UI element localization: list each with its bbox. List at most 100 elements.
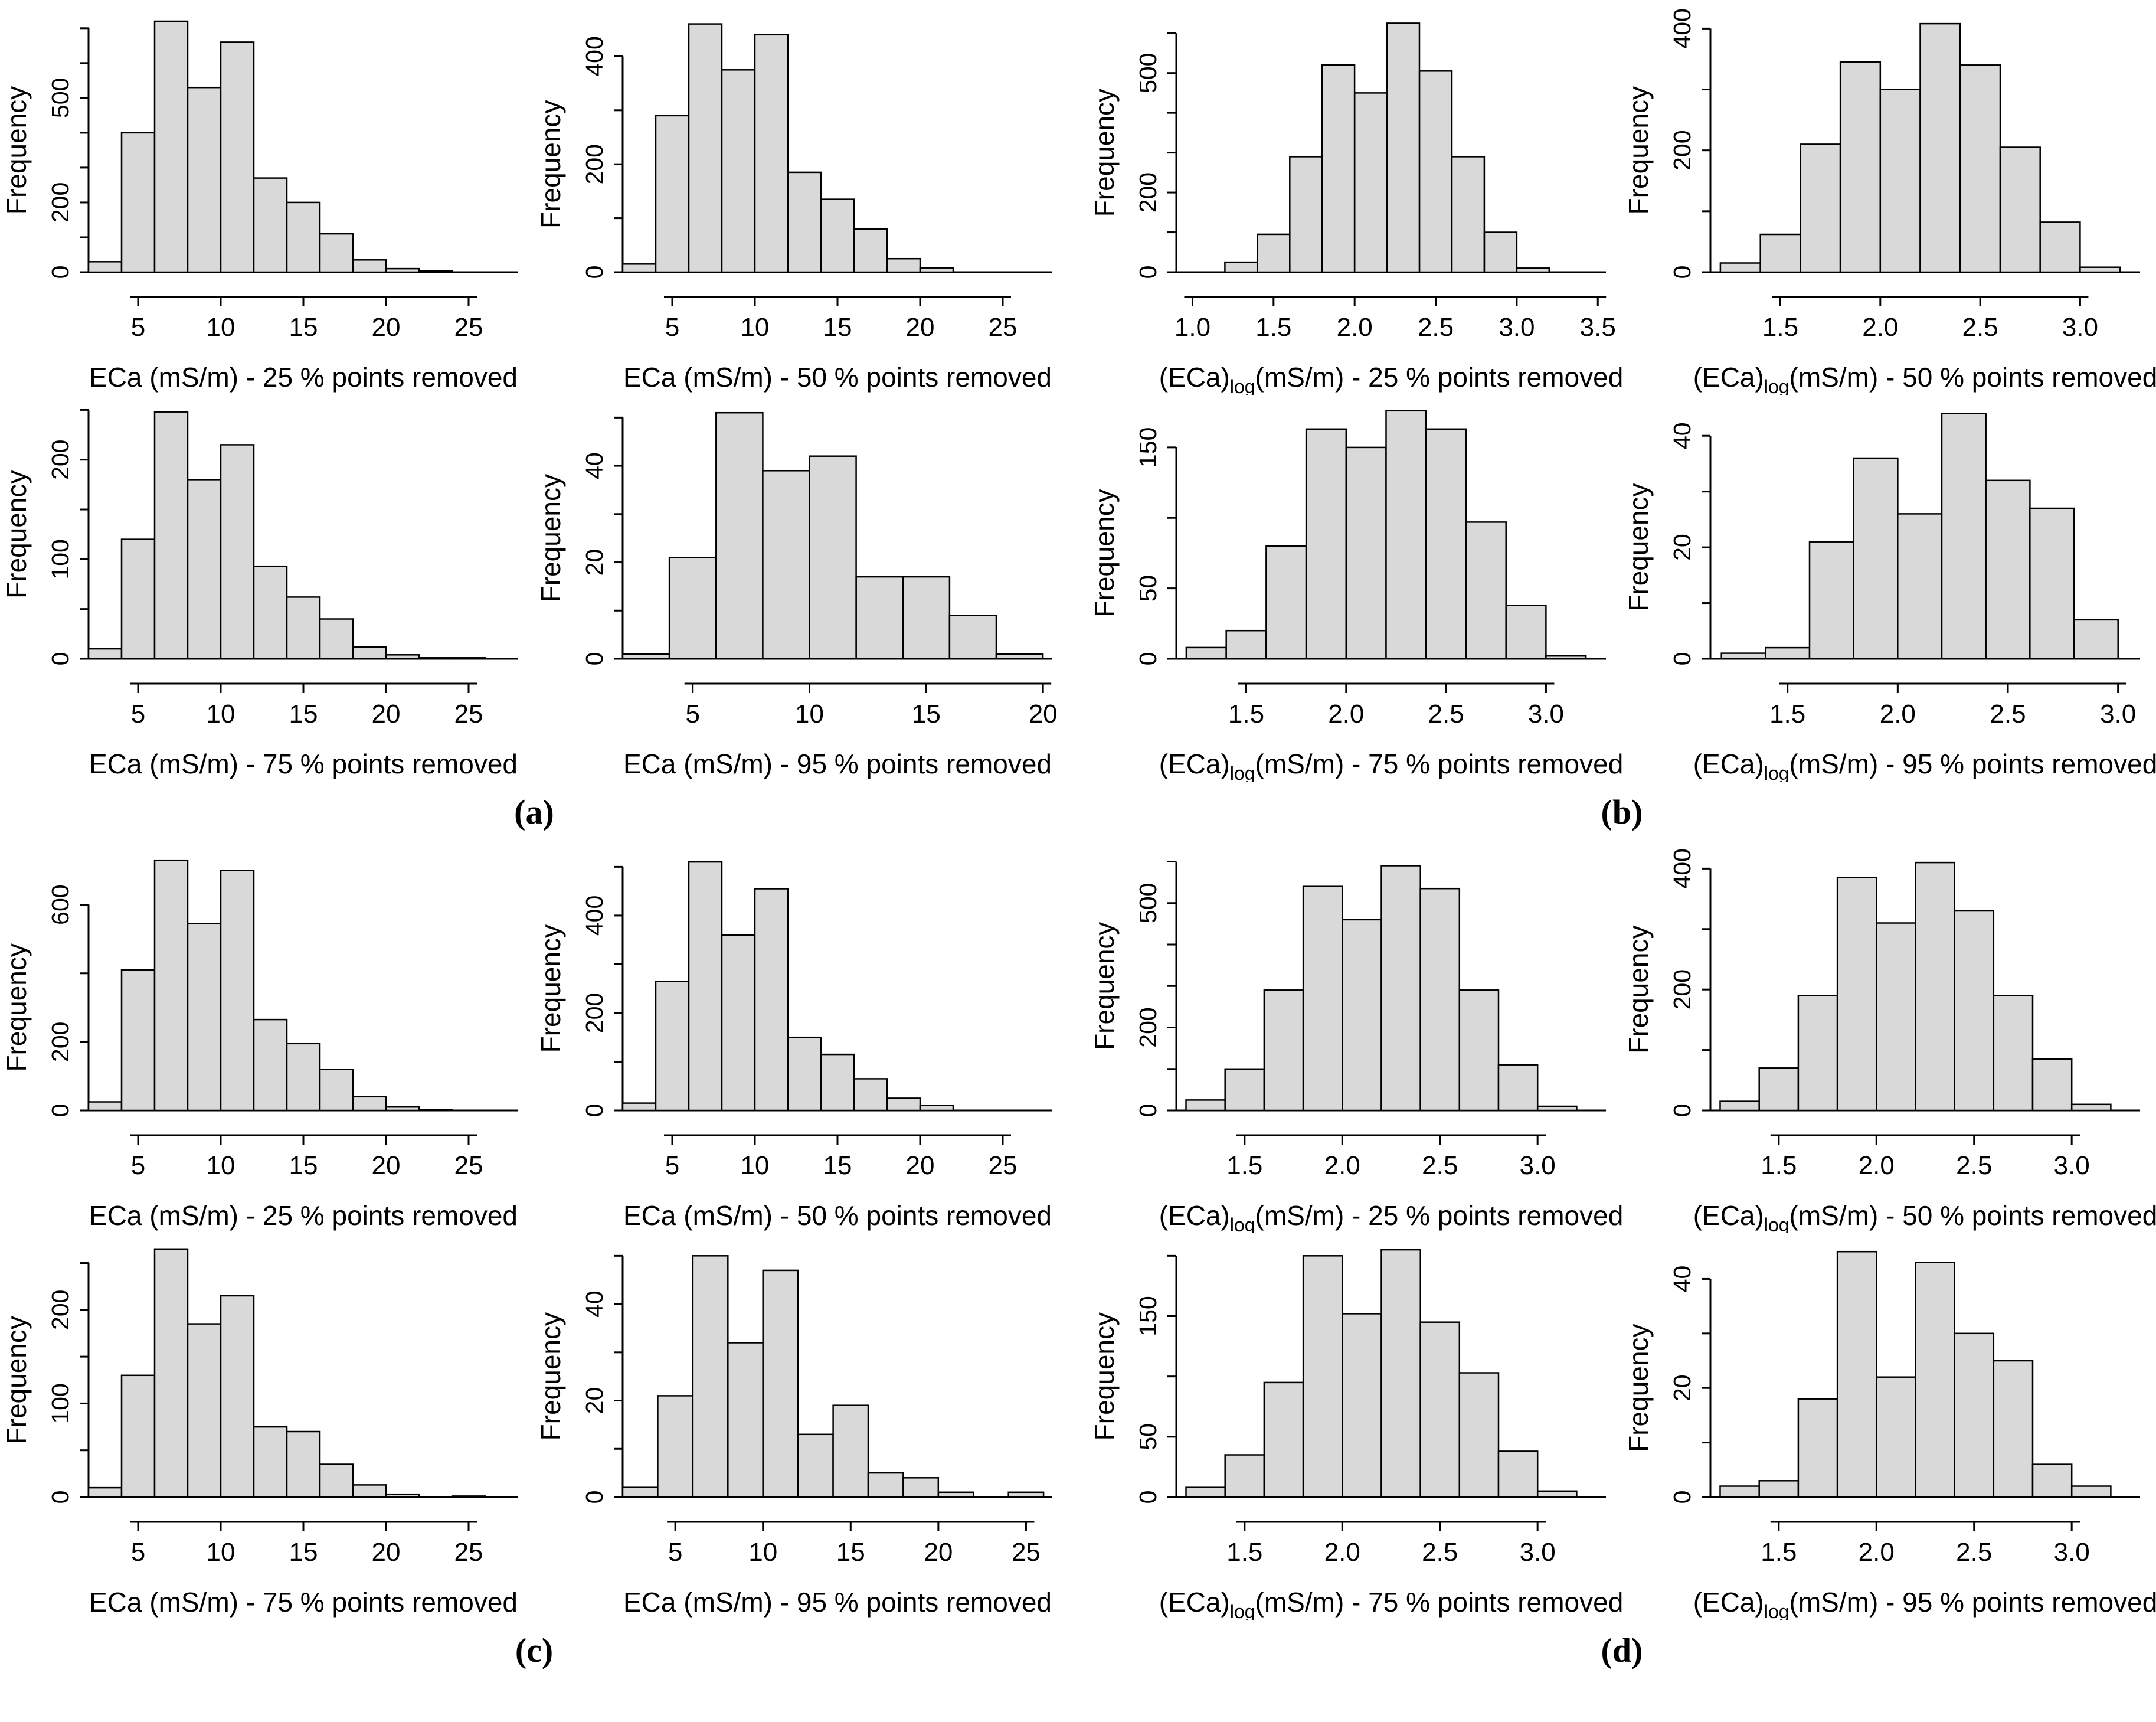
svg-text:25: 25 xyxy=(989,313,1018,342)
svg-text:10: 10 xyxy=(741,1151,770,1180)
svg-text:0: 0 xyxy=(1668,1104,1696,1117)
group-a-row-1: 0 200 500 Frequency 5 10 15 20 25 ECa (mS/m) - 25… xyxy=(0,8,1068,395)
svg-text:5: 5 xyxy=(668,1538,682,1567)
svg-text:2.5: 2.5 xyxy=(1956,1151,1992,1180)
svg-text:(ECa)log(mS/m) - 25 % points r: (ECa)log(mS/m) - 25 % points removed xyxy=(1159,362,1622,395)
svg-text:25: 25 xyxy=(454,1151,483,1180)
svg-text:ECa (mS/m) - 25 % points remov: ECa (mS/m) - 25 % points removed xyxy=(89,362,518,393)
group-c-row-1: 0 200 600 Frequency 5 10 15 20 25 ECa (mS/m) - 25… xyxy=(0,847,1068,1233)
svg-text:Frequency: Frequency xyxy=(1,86,32,214)
svg-text:15: 15 xyxy=(289,313,318,342)
svg-text:3.0: 3.0 xyxy=(1499,313,1535,342)
histogram-panel-c-50: 0 200 400 Frequency 5 10 15 20 25 ECa (mS/m) - 50… xyxy=(534,847,1068,1233)
svg-text:50: 50 xyxy=(1134,1423,1162,1450)
svg-text:20: 20 xyxy=(581,549,608,576)
svg-text:ECa (mS/m) - 75 % points remov: ECa (mS/m) - 75 % points removed xyxy=(89,749,518,779)
histogram-panel-b-50: 0 200 400 Frequency 1.5 2.0 2.5 3.0 (ECa)log(mS/… xyxy=(1622,8,2156,395)
svg-text:40: 40 xyxy=(581,452,608,479)
svg-text:15: 15 xyxy=(823,313,852,342)
histogram-svg-a-75: 0 100 200 Frequency 5 10 15 20 25 ECa (mS/m) - 75… xyxy=(1,409,518,779)
svg-text:(ECa)log(mS/m) - 25 % points r: (ECa)log(mS/m) - 25 % points removed xyxy=(1159,1200,1622,1233)
svg-text:1.0: 1.0 xyxy=(1174,313,1210,342)
svg-text:200: 200 xyxy=(47,1022,74,1062)
svg-text:20: 20 xyxy=(372,700,401,728)
svg-text:3.0: 3.0 xyxy=(1520,1151,1556,1180)
svg-text:40: 40 xyxy=(581,1290,608,1318)
svg-text:200: 200 xyxy=(1668,130,1696,170)
svg-text:1.5: 1.5 xyxy=(1769,700,1805,728)
svg-text:0: 0 xyxy=(1134,1104,1162,1117)
svg-text:400: 400 xyxy=(581,896,608,936)
histogram-svg-c-50: 0 200 400 Frequency 5 10 15 20 25 ECa (mS/m) - 50… xyxy=(535,861,1052,1231)
svg-text:10: 10 xyxy=(207,313,235,342)
histogram-svg-b-95: 0 20 40 Frequency 1.5 2.0 2.5 3.0 (ECa)log(mS/m)… xyxy=(1623,413,2156,782)
figure-row-2: 0 100 200 Frequency 5 10 15 20 25 ECa (mS/m) - 75… xyxy=(0,395,2156,782)
figure-row-3: 0 200 600 Frequency 5 10 15 20 25 ECa (mS/m) - 25… xyxy=(0,847,2156,1233)
svg-text:200: 200 xyxy=(47,439,74,479)
histogram-panel-c-25: 0 200 600 Frequency 5 10 15 20 25 ECa (mS/m) - 25… xyxy=(0,847,534,1233)
svg-text:ECa (mS/m) - 50 % points remov: ECa (mS/m) - 50 % points removed xyxy=(623,362,1052,393)
svg-text:20: 20 xyxy=(372,313,401,342)
group-a-row-2: 0 100 200 Frequency 5 10 15 20 25 ECa (mS/m) - 75… xyxy=(0,395,1068,782)
svg-text:25: 25 xyxy=(1012,1538,1041,1567)
svg-text:2.0: 2.0 xyxy=(1337,313,1373,342)
svg-text:0: 0 xyxy=(1134,652,1162,666)
svg-text:1.5: 1.5 xyxy=(1226,1538,1262,1567)
svg-text:500: 500 xyxy=(1134,53,1162,93)
histogram-panel-c-75: 0 100 200 Frequency 5 10 15 20 25 ECa (mS/m) - 75… xyxy=(0,1233,534,1620)
svg-text:20: 20 xyxy=(1668,534,1696,561)
histogram-panel-a-95: 0 20 40 Frequency 5 10 15 20 ECa (mS/m) - 95 % p… xyxy=(534,395,1068,782)
svg-text:ECa (mS/m) - 50 % points remov: ECa (mS/m) - 50 % points removed xyxy=(623,1200,1052,1231)
svg-text:2.0: 2.0 xyxy=(1859,1151,1895,1180)
svg-text:(ECa)log(mS/m) - 75 % points r: (ECa)log(mS/m) - 75 % points removed xyxy=(1159,1587,1622,1620)
svg-text:0: 0 xyxy=(1134,266,1162,279)
svg-text:25: 25 xyxy=(454,700,483,728)
svg-text:10: 10 xyxy=(207,1151,235,1180)
svg-text:20: 20 xyxy=(906,313,935,342)
histogram-svg-c-25: 0 200 600 Frequency 5 10 15 20 25 ECa (mS/m) - 25… xyxy=(1,859,518,1231)
svg-text:(ECa)log(mS/m) - 50 % points r: (ECa)log(mS/m) - 50 % points removed xyxy=(1693,1200,2156,1233)
svg-text:2.0: 2.0 xyxy=(1880,700,1916,728)
svg-text:1.5: 1.5 xyxy=(1761,1538,1797,1567)
svg-text:1.5: 1.5 xyxy=(1762,313,1798,342)
svg-text:5: 5 xyxy=(131,1538,145,1567)
svg-text:15: 15 xyxy=(823,1151,852,1180)
svg-text:2.0: 2.0 xyxy=(1862,313,1898,342)
figure-row-4: 0 100 200 Frequency 5 10 15 20 25 ECa (mS/m) - 75… xyxy=(0,1233,2156,1620)
svg-text:15: 15 xyxy=(289,1538,318,1567)
svg-text:10: 10 xyxy=(741,313,770,342)
histogram-panel-d-75: 0 50 150 Frequency 1.5 2.0 2.5 3.0 (ECa)log(mS/m… xyxy=(1088,1233,1622,1620)
svg-text:2.0: 2.0 xyxy=(1324,1151,1360,1180)
svg-text:1.5: 1.5 xyxy=(1226,1151,1262,1180)
svg-text:25: 25 xyxy=(454,313,483,342)
svg-text:0: 0 xyxy=(1668,1491,1696,1504)
svg-text:ECa (mS/m) - 25 % points remov: ECa (mS/m) - 25 % points removed xyxy=(89,1200,518,1231)
svg-text:400: 400 xyxy=(1668,8,1696,48)
histogram-svg-c-95: 0 20 40 Frequency 5 10 15 20 25 ECa (mS/m) - 95 %… xyxy=(535,1254,1052,1618)
svg-text:Frequency: Frequency xyxy=(1623,1324,1654,1452)
histogram-panel-d-25: 0 200 500 Frequency 1.5 2.0 2.5 3.0 (ECa)log(mS/… xyxy=(1088,847,1622,1233)
histogram-svg-a-50: 0 200 400 Frequency 5 10 15 20 25 ECa (mS/m) - 50… xyxy=(535,23,1052,393)
svg-text:Frequency: Frequency xyxy=(1,943,32,1071)
svg-text:5: 5 xyxy=(131,1151,145,1180)
svg-text:400: 400 xyxy=(1668,848,1696,888)
svg-text:2.5: 2.5 xyxy=(1428,700,1464,728)
svg-text:200: 200 xyxy=(47,1290,74,1330)
svg-text:20: 20 xyxy=(372,1151,401,1180)
svg-text:20: 20 xyxy=(1029,700,1058,728)
svg-text:ECa (mS/m) - 95 % points remov: ECa (mS/m) - 95 % points removed xyxy=(623,749,1052,779)
svg-text:0: 0 xyxy=(1134,1491,1162,1504)
svg-text:500: 500 xyxy=(47,78,74,118)
svg-text:(ECa)log(mS/m) - 75 % points r: (ECa)log(mS/m) - 75 % points removed xyxy=(1159,749,1622,782)
svg-text:Frequency: Frequency xyxy=(1089,89,1120,217)
svg-text:50: 50 xyxy=(1134,575,1162,602)
histogram-svg-b-25: 0 200 500 Frequency 1.0 1.5 2.0 2.5 3.0 3.5 (ECa)l… xyxy=(1089,22,1622,395)
svg-text:200: 200 xyxy=(1134,1007,1162,1047)
svg-text:40: 40 xyxy=(1668,1266,1696,1293)
svg-text:20: 20 xyxy=(581,1387,608,1414)
svg-text:200: 200 xyxy=(581,993,608,1033)
svg-text:100: 100 xyxy=(47,1383,74,1423)
svg-text:150: 150 xyxy=(1134,1296,1162,1336)
svg-text:100: 100 xyxy=(47,539,74,579)
histogram-svg-a-25: 0 200 500 Frequency 5 10 15 20 25 ECa (mS/m) - 25… xyxy=(1,20,518,393)
